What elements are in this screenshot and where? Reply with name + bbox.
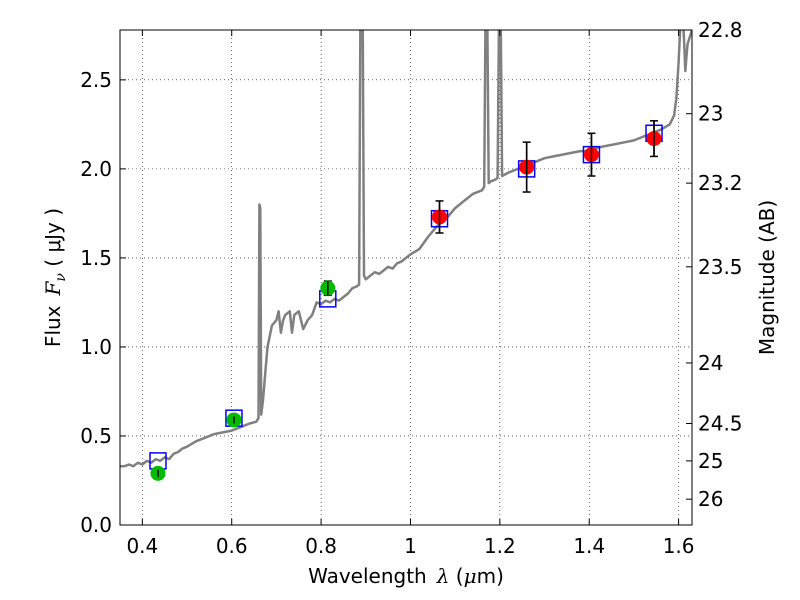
spectrum-line [120,30,692,468]
y2-tick-label: 23.5 [698,255,743,279]
x-axis-label-symbol: λ [436,564,450,588]
x-tick-label: 1.6 [663,534,695,558]
y-axis-label-prefix: Flux [41,305,65,347]
y-tick-label: 1.5 [80,246,112,270]
x-tick-label: 0.6 [216,534,248,558]
y2-tick-label: 24 [698,351,723,375]
y-tick-label: 1.0 [80,335,112,359]
y-tick-label: 0.0 [80,513,112,537]
axes-frame [119,29,693,526]
axis-ticks: 0.4 0.6 0.8 1 1.2 1.4 1.6 0.0 0.5 1.0 1.5 2.0 2.5 22.… [80,18,742,558]
y-axis-label-subscript: ν [53,273,69,282]
x-tick-label: 1.4 [573,534,605,558]
y-tick-label: 2.0 [80,157,112,181]
x-axis-unit-rest: m) [477,564,504,588]
y2-tick-label: 26 [698,487,723,511]
grid-lines [120,30,692,525]
y2-tick-label: 25 [698,449,723,473]
x-tick-label: 0.4 [126,534,158,558]
x-axis-unit-symbol: μ [464,564,477,588]
y-axis-label-unit: ( μJy ) [41,208,65,273]
y2-tick-label: 24.5 [698,412,743,436]
y2-tick-label: 23 [698,102,723,126]
plot-area [120,30,692,481]
x-axis-label: Wavelength λ (μm) [308,564,504,588]
x-tick-label: 1.2 [484,534,516,558]
x-tick-label: 0.8 [305,534,337,558]
y-tick-label: 0.5 [80,424,112,448]
y-tick-label: 2.5 [80,68,112,92]
y2-tick-label: 22.8 [698,18,743,42]
y2-axis-label: Magnitude (AB) [755,200,779,355]
y2-tick-label: 23.2 [698,171,743,195]
x-axis-label-open: ( [449,564,463,588]
y-axis-label: Flux Fν ( μJy ) [41,208,69,347]
x-axis-label-prefix: Wavelength [308,564,427,588]
y-axis-label-symbol: F [41,280,65,296]
x-tick-label: 1 [404,534,417,558]
